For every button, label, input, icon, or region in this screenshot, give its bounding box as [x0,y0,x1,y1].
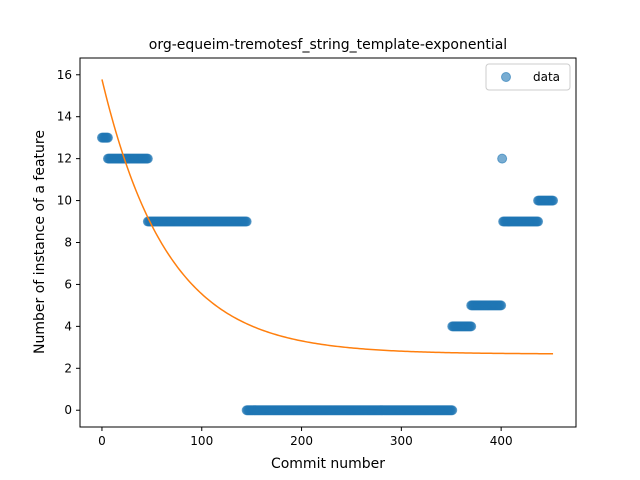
y-tick-label: 14 [57,110,72,124]
y-tick-label: 10 [57,194,72,208]
x-tick-label: 100 [190,434,213,448]
legend-label: data [533,70,560,84]
x-tick-label: 400 [490,434,513,448]
y-tick-label: 0 [64,403,72,417]
data-point [102,132,113,143]
y-tick-label: 12 [57,152,72,166]
data-point [142,153,153,164]
fit-line [101,79,554,355]
legend-marker [501,72,511,82]
data-point [241,216,252,227]
x-tick-label: 300 [390,434,413,448]
y-axis-ticks: 0 2 4 6 8 10 12 14 16 [57,68,80,417]
data-point [533,216,544,227]
y-tick-label: 16 [57,68,72,82]
x-tick-label: 200 [290,434,313,448]
x-axis-ticks: 0 100 200 300 400 [98,427,513,448]
x-tick-label: 0 [98,434,106,448]
y-tick-label: 2 [64,361,72,375]
y-tick-label: 4 [64,319,72,333]
legend: data [485,63,571,91]
chart-title: org-equeim-tremotesf_string_template-exp… [149,37,507,53]
y-tick-label: 8 [64,236,72,250]
data-layer [96,132,559,416]
data-point [548,195,559,206]
data-point [496,300,507,311]
x-axis-label: Commit number [271,456,385,472]
y-tick-label: 6 [64,277,72,291]
data-point [447,405,458,416]
data-point [497,153,508,164]
data-point [466,321,477,332]
fit-layer [101,79,554,355]
legend-box [485,63,571,91]
y-axis-label: Number of instance of a feature [32,130,48,354]
